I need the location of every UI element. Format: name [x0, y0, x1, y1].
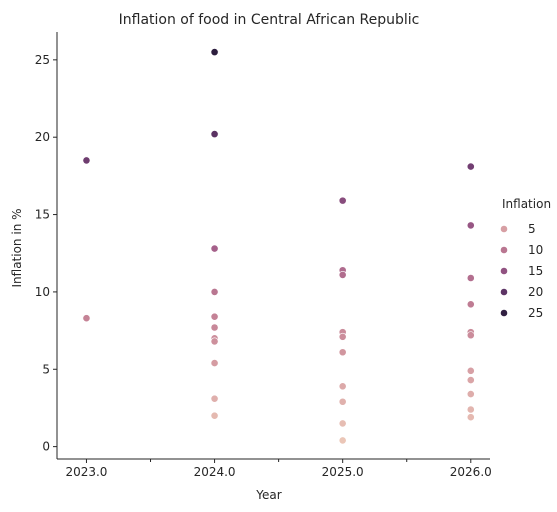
data-point — [210, 130, 219, 139]
x-tick-label: 2024.0 — [194, 465, 236, 479]
y-tick-label: 10 — [35, 285, 50, 299]
x-tick-label: 2023.0 — [65, 465, 107, 479]
data-point — [466, 221, 475, 230]
y-tick-label: 25 — [35, 53, 50, 67]
y-tick-label: 20 — [35, 130, 50, 144]
y-tick-label: 15 — [35, 208, 50, 222]
data-point — [338, 270, 347, 279]
x-tick-label: 2026.0 — [450, 465, 492, 479]
legend-marker — [500, 309, 508, 317]
data-points — [82, 48, 475, 445]
chart-title: Inflation of food in Central African Rep… — [119, 12, 420, 28]
data-point — [210, 323, 219, 332]
data-point — [210, 411, 219, 420]
x-axis-label: Year — [255, 488, 281, 502]
data-point — [466, 300, 475, 309]
legend-marker — [500, 246, 508, 254]
axes: 2023.0 2024.0 2025.0 2026.0 0 5 10 15 20 25 — [35, 32, 492, 479]
legend-label: 5 — [528, 222, 536, 236]
data-point — [466, 331, 475, 340]
data-point — [210, 394, 219, 403]
data-point — [210, 244, 219, 253]
data-point — [210, 337, 219, 346]
data-point — [466, 376, 475, 384]
data-point — [338, 419, 347, 428]
data-point — [466, 405, 475, 414]
legend-label: 20 — [528, 285, 543, 299]
legend-label: 10 — [528, 243, 543, 257]
legend-marker — [500, 288, 508, 296]
data-point — [338, 382, 347, 391]
y-tick-label: 0 — [42, 440, 50, 454]
x-tick-label: 2025.0 — [322, 465, 364, 479]
data-point — [338, 348, 347, 357]
data-point — [466, 413, 475, 422]
data-point — [82, 156, 91, 165]
y-tick-label: 5 — [42, 362, 50, 376]
data-point — [210, 48, 219, 57]
data-point — [338, 397, 347, 406]
legend-marker — [500, 225, 508, 233]
data-point — [82, 314, 91, 323]
data-point — [338, 196, 347, 205]
legend-label: 25 — [528, 306, 543, 320]
data-point — [466, 162, 475, 171]
data-point — [210, 312, 219, 321]
data-point — [466, 390, 475, 398]
data-point — [338, 436, 347, 445]
y-axis-label: Inflation in % — [10, 208, 24, 287]
data-point — [466, 366, 475, 375]
legend-title: Inflation — [502, 197, 551, 211]
legend: Inflation 5 10 15 20 25 — [500, 197, 551, 320]
data-point — [466, 274, 475, 282]
legend-label: 15 — [528, 264, 543, 278]
data-point — [210, 288, 219, 296]
data-point — [210, 359, 219, 367]
legend-marker — [500, 267, 508, 275]
data-point — [338, 332, 347, 341]
